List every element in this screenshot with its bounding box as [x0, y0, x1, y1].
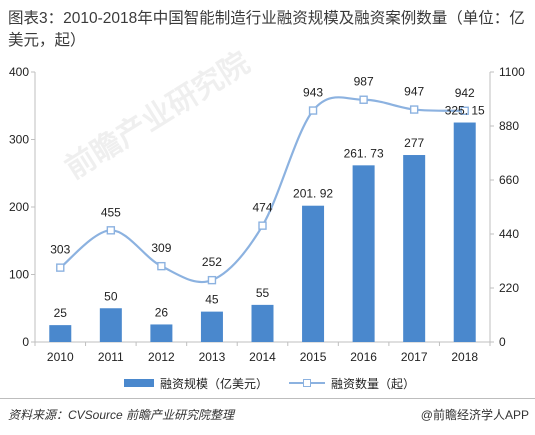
bar-2015: [302, 205, 325, 342]
y-left-tick-label: 400: [9, 65, 29, 79]
line-value-label-2011: 455: [101, 205, 121, 219]
legend-swatch-line-marker: [303, 379, 311, 387]
bar-value-label-2016: 261. 73: [344, 146, 384, 160]
y-left-tick-label: 300: [9, 133, 29, 147]
bar-2013: [200, 311, 223, 342]
bar-2017: [403, 155, 426, 342]
bar-value-label-2012: 26: [155, 305, 169, 319]
y-left-tick-label: 200: [9, 200, 29, 214]
y-left-tick-label: 0: [22, 335, 29, 349]
bar-2011: [99, 308, 122, 342]
bar-value-label-2013: 45: [205, 293, 219, 307]
line-marker-2010: [56, 263, 65, 272]
y-right-tick-label: 220: [499, 281, 519, 295]
source-note: 资料来源：CVSource 前瞻产业研究院整理: [8, 408, 235, 422]
bar-2016: [352, 165, 375, 342]
bar-2010: [49, 325, 72, 342]
line-value-label-2015: 943: [303, 86, 323, 100]
bar-value-label-2015: 201. 92: [293, 187, 333, 201]
line-marker-2016: [359, 95, 368, 104]
legend-item-line-series: 融资数量（起）: [289, 375, 415, 391]
x-tick-label-2018: 2018: [451, 350, 478, 364]
line-value-label-2012: 309: [151, 241, 171, 255]
line-value-label-2013: 252: [202, 255, 222, 269]
bar-2018: [453, 122, 476, 343]
credit-note: @前瞻经济学人APP: [420, 408, 529, 422]
line-value-label-2014: 474: [252, 201, 272, 215]
line-value-label-2018: 942: [455, 86, 475, 100]
x-tick-label-2010: 2010: [47, 350, 74, 364]
x-tick-label-2013: 2013: [199, 350, 226, 364]
y-right-tick-label: 0: [499, 335, 506, 349]
y-right-tick-label: 880: [499, 119, 519, 133]
x-tick-label-2016: 2016: [350, 350, 377, 364]
line-marker-2017: [409, 105, 419, 114]
legend-label-bar-series: 融资规模（亿美元）: [160, 376, 269, 391]
x-tick-label-2014: 2014: [249, 350, 276, 364]
line-value-label-2017: 947: [404, 85, 424, 99]
bar-value-label-2011: 50: [104, 289, 118, 303]
chart-title: 图表3：2010-2018年中国智能制造行业融资规模及融资案例数量（单位：亿美元…: [8, 10, 525, 49]
bar-value-label-2017: 277: [404, 136, 424, 150]
line-marker-2014: [258, 221, 267, 230]
y-right-tick-label: 440: [499, 227, 519, 241]
bar-2012: [150, 324, 173, 342]
legend-item-bar-series: 融资规模（亿美元）: [124, 375, 268, 391]
x-tick-label-2011: 2011: [98, 350, 124, 364]
legend-label-line-series: 融资数量（起）: [331, 376, 416, 391]
x-tick-label-2012: 2012: [148, 350, 175, 364]
line-marker-2012: [157, 261, 166, 271]
y-right-tick-label: 1100: [499, 65, 525, 79]
line-marker-2013: [207, 275, 217, 285]
bar-value-label-2018: 325. 15: [445, 104, 485, 118]
legend-swatch-bar: [124, 379, 154, 387]
line-value-label-2016: 987: [354, 75, 374, 89]
bar-value-label-2014: 55: [256, 286, 270, 300]
x-tick-label-2017: 2017: [401, 350, 428, 364]
bar-value-label-2010: 25: [54, 306, 68, 320]
line-marker-2015: [308, 106, 318, 115]
y-left-tick-label: 100: [9, 268, 29, 282]
line-value-label-2010: 303: [50, 243, 70, 257]
bar-2014: [251, 304, 274, 342]
line-marker-2011: [106, 226, 116, 235]
footer-divider: [0, 398, 535, 399]
line-marker-2018: [460, 106, 469, 115]
x-tick-label-2015: 2015: [300, 350, 327, 364]
legend-swatch-line: [289, 375, 325, 391]
y-right-tick-label: 660: [499, 173, 519, 187]
